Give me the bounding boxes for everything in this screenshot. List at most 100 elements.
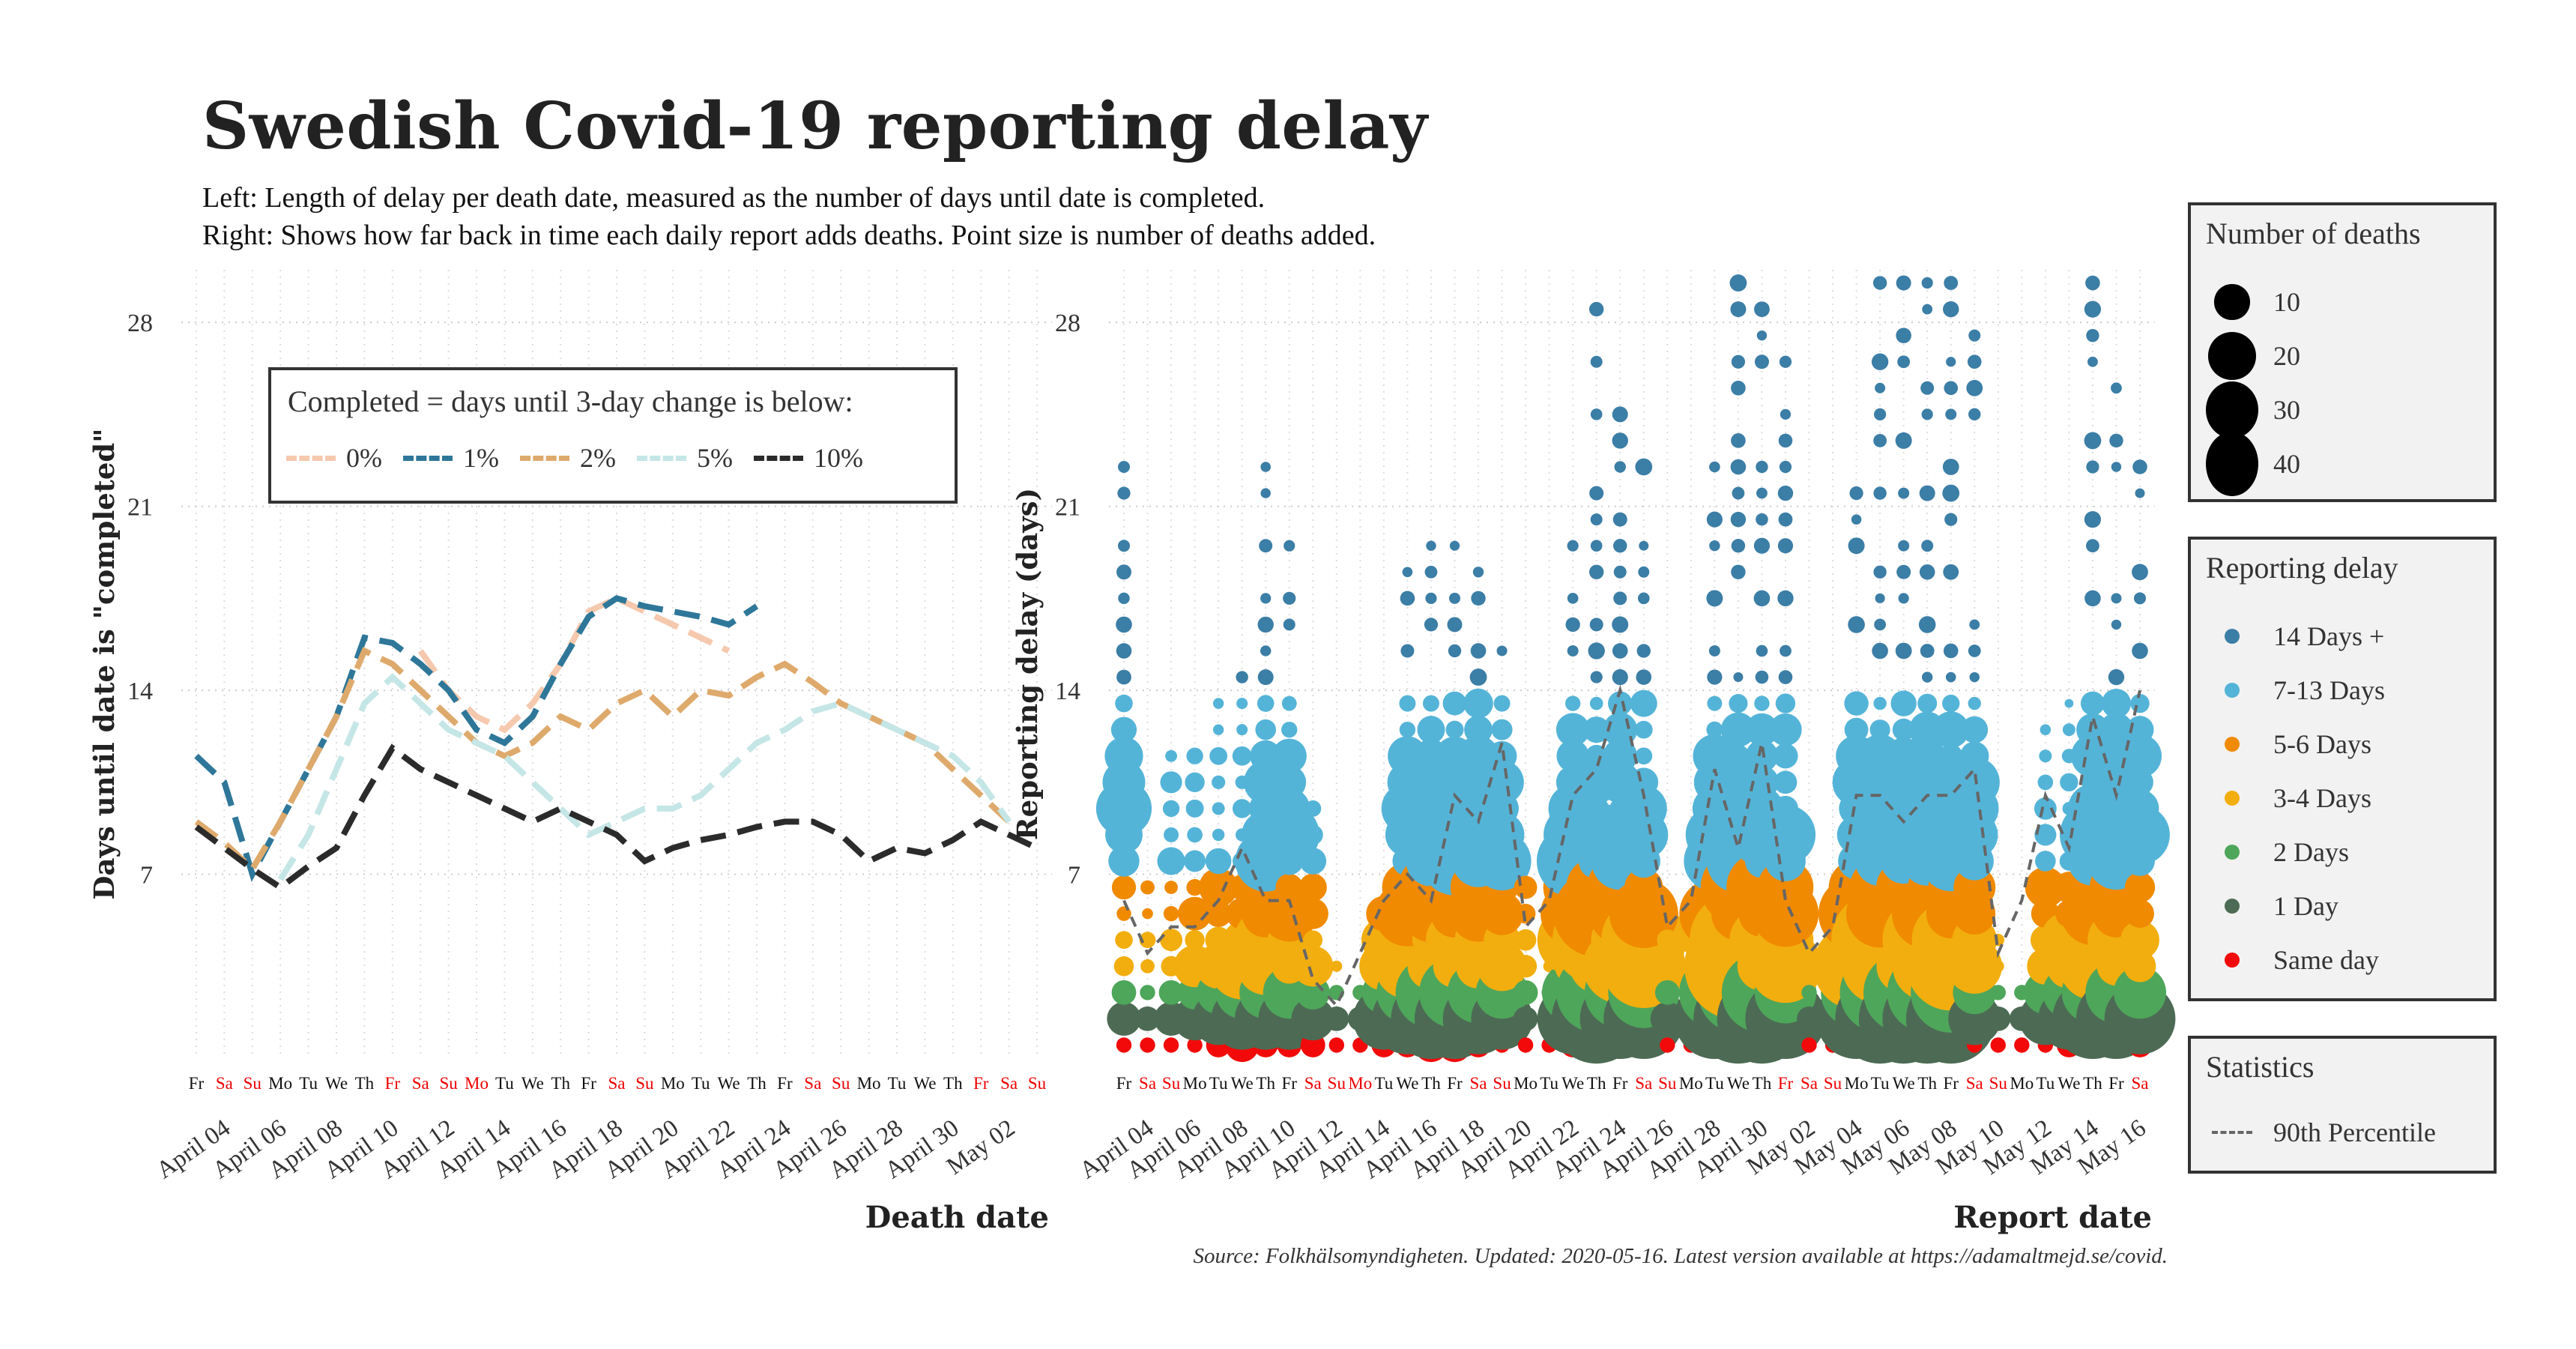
legend-delay-label: 7-13 Days [2273, 675, 2385, 705]
scatter-point [1755, 804, 1816, 866]
legend-size-title: Number of deaths [2206, 217, 2421, 250]
right-weekday-label: Tu [1540, 1074, 1558, 1093]
scatter-point [1426, 540, 1436, 551]
left-legend-item: 0% [286, 442, 382, 474]
scatter-point [1875, 382, 1886, 393]
left-weekday-label: Su [244, 1074, 262, 1093]
scatter-point [1943, 301, 1959, 318]
scatter-point [1272, 738, 1307, 773]
scatter-point [1943, 643, 1959, 659]
scatter-point [1442, 691, 1467, 716]
right-weekday-label: Sa [1470, 1074, 1487, 1093]
scatter-point [1636, 669, 1652, 685]
scatter-point [1892, 718, 1915, 741]
right-weekday-label: Sa [1139, 1074, 1156, 1093]
scatter-point [1187, 1037, 1203, 1053]
scatter-point [2084, 511, 2102, 528]
scatter-point [1184, 850, 1206, 872]
scatter-point [1118, 592, 1130, 605]
scatter-point [1755, 670, 1769, 684]
legend-size-dot-container [2206, 332, 2258, 380]
scatter-point [1257, 695, 1275, 712]
scatter-point [1583, 716, 1610, 743]
scatter-point [2076, 713, 2109, 746]
left-ytick-label: 21 [127, 494, 153, 522]
scatter-point [1493, 695, 1511, 712]
left-legend-swatch [286, 455, 336, 461]
legend-delay-dot [2225, 629, 2240, 644]
scatter-point [1612, 643, 1628, 659]
scatter-point [1585, 744, 1608, 767]
scatter-point [1104, 737, 1143, 776]
scatter-point [1966, 379, 1983, 396]
left-weekday-label: Fr [973, 1074, 989, 1093]
scatter-point [1920, 644, 1935, 658]
source-note: Source: Folkhälsomyndigheten. Updated: 2… [1193, 1244, 2168, 1268]
left-y-axis-title: Days until date is "completed" [88, 428, 121, 899]
scatter-point [1730, 301, 1747, 318]
legend-size-dot-container [2206, 431, 2258, 497]
left-x-axis-title: Death date [865, 1200, 1049, 1235]
subtitle-line-1: Left: Length of delay per death date, me… [202, 182, 1266, 214]
scatter-point [1967, 354, 1982, 369]
scatter-point [1895, 642, 1912, 660]
scatter-point [1303, 930, 1323, 950]
scatter-point [1590, 355, 1603, 368]
left-ytick-label: 28 [127, 310, 153, 337]
scatter-point [1874, 618, 1887, 631]
scatter-point [1515, 903, 1536, 924]
line-series-5% [277, 673, 1012, 881]
scatter-point [1588, 564, 1604, 579]
scatter-point [2111, 382, 2122, 394]
right-weekday-label: Tu [1871, 1074, 1890, 1093]
scatter-point [1399, 721, 1416, 738]
scatter-point [1603, 712, 1638, 747]
left-legend-label: 1% [463, 443, 499, 473]
legend-delay-dot-container [2206, 783, 2258, 813]
left-weekday-label: Su [635, 1074, 654, 1093]
right-weekday-label: Su [1989, 1074, 2008, 1093]
scatter-point [1961, 716, 1989, 743]
scatter-point [1629, 767, 1659, 797]
scatter-point [1464, 715, 1493, 744]
legend-delay-dot [2225, 845, 2240, 860]
scatter-point [2120, 920, 2159, 960]
legend-delay-item: 3-4 Days [2206, 782, 2371, 814]
scatter-point [1657, 929, 1678, 951]
left-ytick-label: 14 [127, 677, 153, 705]
scatter-point [1896, 275, 1911, 291]
scatter-point [1513, 980, 1538, 1005]
legend-delay-dot [2225, 953, 2240, 968]
left-legend-items: 0% 1% 2% 5% 10% [286, 442, 863, 474]
scatter-point [1797, 1007, 1821, 1031]
right-weekday-label: Mo [1183, 1074, 1207, 1093]
scatter-point [1400, 644, 1415, 658]
right-ytick-label: 28 [1055, 310, 1080, 337]
scatter-point [1402, 567, 1413, 578]
scatter-point [1260, 462, 1272, 472]
scatter-point [1775, 693, 1796, 713]
scatter-point [1158, 980, 1184, 1005]
scatter-point [1107, 1001, 1141, 1036]
left-weekday-label: Mo [661, 1074, 685, 1093]
scatter-point [1163, 1037, 1179, 1053]
scatter-point [1708, 645, 1720, 657]
left-weekday-label: Tu [495, 1074, 514, 1093]
scatter-point [1898, 540, 1910, 552]
left-weekday-label: Fr [189, 1074, 205, 1093]
legend-delay-dot-container [2206, 675, 2258, 705]
scatter-point [1164, 827, 1179, 842]
scatter-point [1496, 645, 1508, 657]
right-weekday-label: Fr [1943, 1074, 1959, 1093]
scatter-point [1212, 828, 1225, 842]
right-weekday-label: We [1396, 1074, 1418, 1093]
scatter-point [1848, 537, 1865, 555]
scatter-point [1255, 719, 1277, 740]
scatter-point [1778, 670, 1793, 684]
scatter-point [1726, 744, 1750, 767]
scatter-point [1920, 381, 1935, 395]
scatter-point [1756, 460, 1768, 474]
legend-delay-item: 1 Day [2206, 890, 2338, 922]
scatter-point [1992, 960, 2004, 973]
scatter-point [1302, 824, 1323, 845]
